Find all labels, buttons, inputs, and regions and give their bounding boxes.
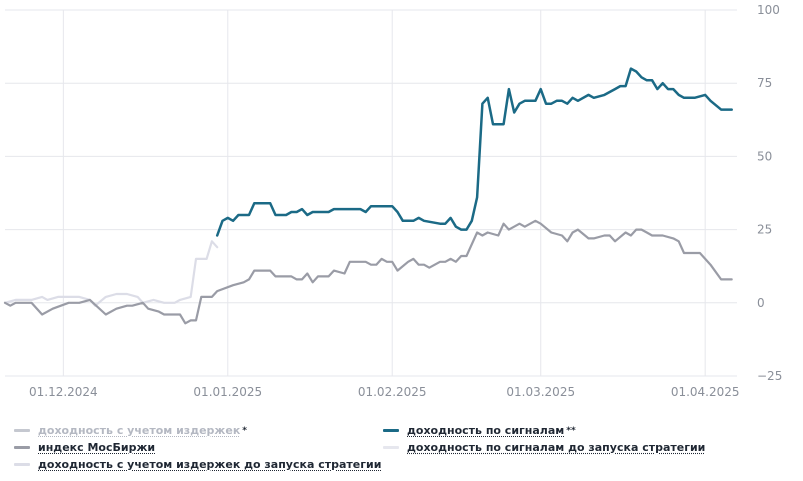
legend-item-costs-prelaunch[interactable]: доходность с учетом издержек до запуска … <box>14 458 381 471</box>
x-tick-label: 01.03.2025 <box>506 385 575 399</box>
series-line <box>3 240 219 307</box>
x-axis-tick-labels: 01.12.2024 01.01.2025 01.02.2025 01.03.2025… <box>29 385 740 399</box>
legend-swatch-costs <box>14 429 30 432</box>
y-tick-label: 0 <box>757 296 765 310</box>
x-gridlines <box>62 10 706 376</box>
legend-label-signals-prelaunch: доходность по сигналам до запуска страте… <box>407 441 706 454</box>
legend-item-signals[interactable]: доходность по сигналам ** <box>383 424 576 437</box>
y-gridlines <box>5 9 737 377</box>
legend-item-costs[interactable]: доходность с учетом издержек * <box>14 424 247 437</box>
legend-label-costs-prelaunch: доходность с учетом издержек до запуска … <box>38 458 382 471</box>
x-tick-label: 01.04.2025 <box>671 385 740 399</box>
x-tick-label: 01.12.2024 <box>29 385 98 399</box>
series-line <box>3 219 733 325</box>
legend-mark-signals: ** <box>566 425 576 436</box>
y-tick-label: 25 <box>757 223 772 237</box>
legend-label-signals: доходность по сигналам <box>407 424 565 437</box>
legend-mark-costs: * <box>242 425 248 436</box>
line-chart: 100 75 50 25 0 −25 01.12.2024 01.01.2025 01.02.… <box>3 3 782 399</box>
series-lines <box>3 67 733 325</box>
legend-item-moex[interactable]: индекс МосБиржи <box>14 441 155 454</box>
x-tick-label: 01.01.2025 <box>193 385 262 399</box>
y-tick-label: −25 <box>757 369 782 383</box>
legend-item-signals-prelaunch[interactable]: доходность по сигналам до запуска страте… <box>383 441 705 454</box>
legend-swatch-signals <box>383 429 399 432</box>
x-tick-label: 01.02.2025 <box>358 385 427 399</box>
legend-swatch-signals-prelaunch <box>383 446 399 449</box>
legend-label-moex: индекс МосБиржи <box>38 441 156 454</box>
y-tick-label: 100 <box>757 3 780 17</box>
series-line <box>215 67 733 237</box>
legend-label-costs: доходность с учетом издержек <box>38 424 241 437</box>
legend-swatch-costs-prelaunch <box>14 463 30 466</box>
y-tick-label: 75 <box>757 76 772 90</box>
y-tick-label: 50 <box>757 149 772 163</box>
y-axis-tick-labels: 100 75 50 25 0 −25 <box>757 3 782 383</box>
legend-swatch-moex <box>14 446 30 449</box>
